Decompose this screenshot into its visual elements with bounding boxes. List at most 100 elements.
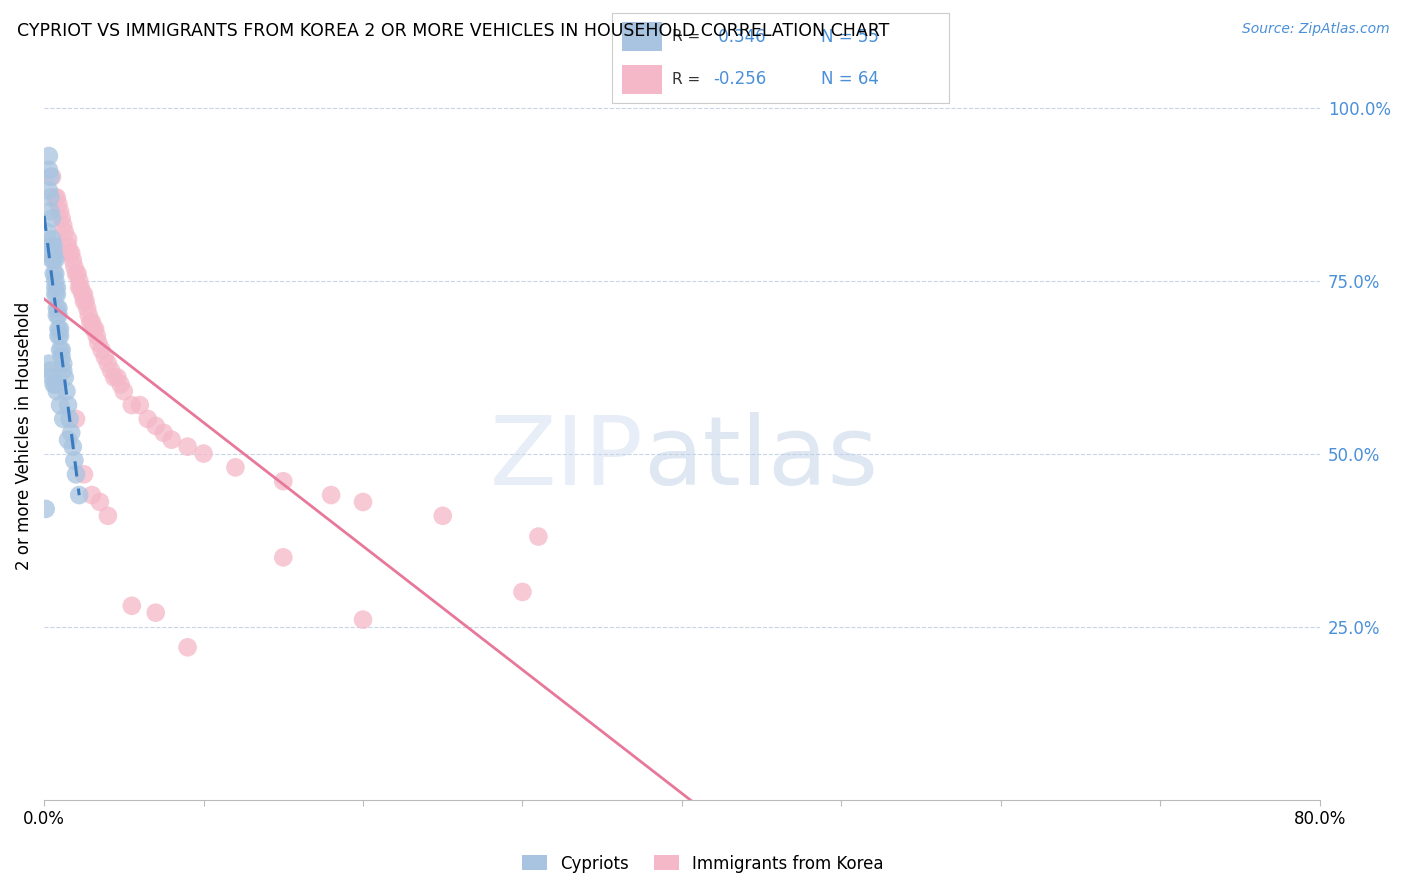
Point <box>271 474 294 488</box>
Point <box>63 453 86 467</box>
Point <box>72 287 94 301</box>
Point <box>41 370 63 384</box>
Point <box>121 599 143 613</box>
Point <box>121 398 143 412</box>
Point <box>44 252 66 267</box>
Point <box>62 440 84 454</box>
Point <box>38 357 60 371</box>
Point <box>83 322 105 336</box>
Point <box>90 343 112 357</box>
Point <box>67 274 90 288</box>
Point <box>49 329 72 343</box>
Point <box>73 467 96 482</box>
Point <box>59 412 82 426</box>
Point <box>97 508 120 523</box>
Point <box>48 301 70 316</box>
Point <box>63 260 86 274</box>
Point <box>39 190 62 204</box>
Point <box>65 267 87 281</box>
Point <box>49 322 72 336</box>
Point <box>53 370 76 384</box>
Point <box>352 495 374 509</box>
Point <box>39 363 62 377</box>
Point <box>93 350 115 364</box>
Text: N = 64: N = 64 <box>821 70 879 88</box>
Bar <box>621 22 662 51</box>
Point <box>145 418 167 433</box>
Point <box>512 585 534 599</box>
Point <box>44 280 66 294</box>
Point <box>56 239 79 253</box>
Point <box>69 280 91 294</box>
Y-axis label: 2 or more Vehicles in Household: 2 or more Vehicles in Household <box>15 302 32 570</box>
Point <box>77 308 100 322</box>
Point <box>35 502 58 516</box>
Bar <box>621 65 662 94</box>
Point <box>37 246 59 260</box>
Point <box>128 398 150 412</box>
Point <box>39 204 62 219</box>
Point <box>42 267 65 281</box>
Point <box>41 169 63 184</box>
Point <box>52 363 75 377</box>
Point <box>97 357 120 371</box>
Point <box>51 343 73 357</box>
Point <box>51 350 73 364</box>
Point <box>62 252 84 267</box>
Legend: Cypriots, Immigrants from Korea: Cypriots, Immigrants from Korea <box>516 848 890 880</box>
Point <box>38 149 60 163</box>
Point <box>193 446 215 460</box>
Point <box>41 239 63 253</box>
Point <box>176 640 198 655</box>
Point <box>107 370 129 384</box>
Point <box>80 488 103 502</box>
Point <box>60 246 83 260</box>
Point <box>55 384 77 399</box>
Text: R =: R = <box>672 72 706 87</box>
Point <box>44 190 66 204</box>
Point <box>103 370 125 384</box>
Point <box>53 225 76 239</box>
Point <box>52 357 75 371</box>
Point <box>48 329 70 343</box>
Point <box>44 377 66 392</box>
Point <box>73 294 96 309</box>
Text: R =: R = <box>672 29 706 44</box>
Text: -0.256: -0.256 <box>713 70 766 88</box>
Point <box>73 287 96 301</box>
Point <box>176 440 198 454</box>
Point <box>44 267 66 281</box>
Point <box>49 343 72 357</box>
Point <box>52 218 75 232</box>
Point <box>60 425 83 440</box>
Point <box>152 425 174 440</box>
Text: ZIP: ZIP <box>489 411 644 505</box>
Point <box>67 488 90 502</box>
Point <box>75 294 97 309</box>
Point <box>45 308 67 322</box>
Point <box>56 433 79 447</box>
Point <box>67 280 90 294</box>
Point <box>66 267 89 281</box>
Point <box>42 246 65 260</box>
Point <box>52 412 75 426</box>
Point <box>80 315 103 329</box>
Point <box>224 460 246 475</box>
Point <box>145 606 167 620</box>
Point <box>89 495 111 509</box>
Point <box>44 274 66 288</box>
Point <box>86 329 108 343</box>
Text: Source: ZipAtlas.com: Source: ZipAtlas.com <box>1241 22 1389 37</box>
Point <box>432 508 454 523</box>
Point <box>39 169 62 184</box>
Point <box>352 613 374 627</box>
Point <box>41 252 63 267</box>
Point <box>51 211 73 226</box>
Point <box>48 308 70 322</box>
Point <box>527 530 550 544</box>
Point <box>56 398 79 412</box>
Point <box>87 335 110 350</box>
Point <box>41 232 63 246</box>
Point <box>45 280 67 294</box>
Text: N = 55: N = 55 <box>821 28 879 45</box>
